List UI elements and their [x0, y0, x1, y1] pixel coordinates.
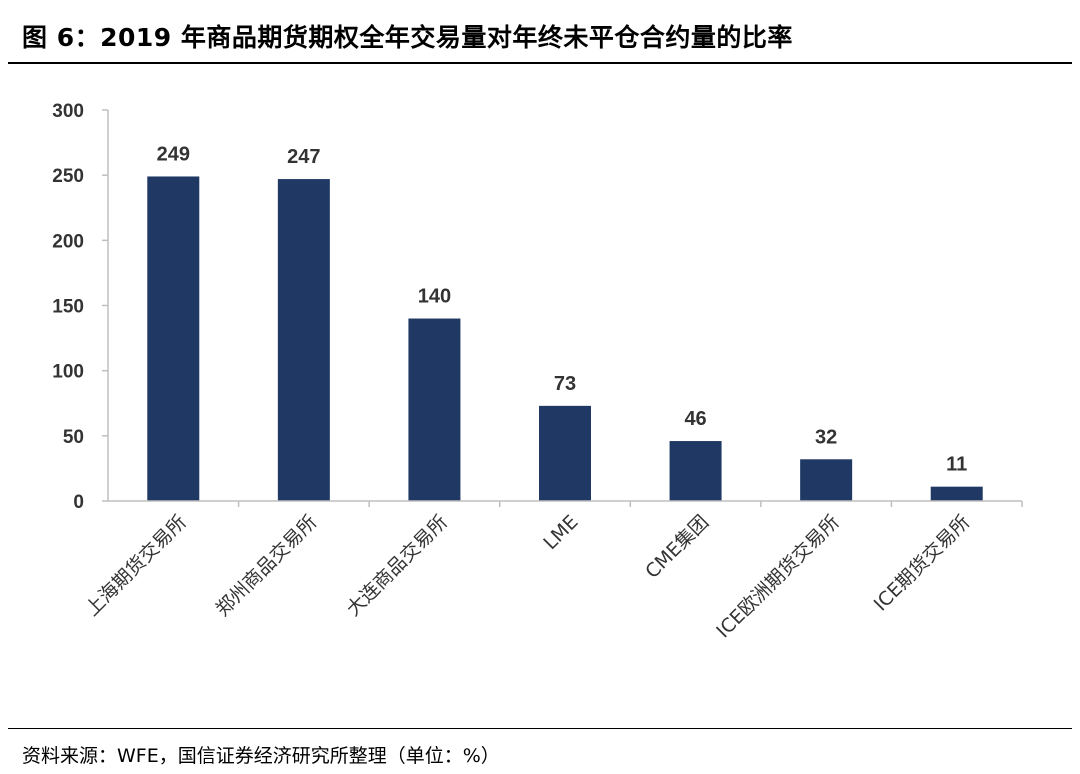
- bar: [539, 405, 591, 501]
- source-rule: [8, 728, 1072, 729]
- x-category-label: 大连商品交易所: [342, 511, 452, 621]
- data-label: 11: [946, 454, 967, 476]
- chart-title: 图 6：2019 年商品期货期权全年交易量对年终未平仓合约量的比率: [22, 23, 793, 52]
- x-category-label: 郑州商品交易所: [212, 511, 322, 621]
- y-tick-label: 0: [73, 492, 84, 513]
- y-tick-label: 50: [63, 427, 84, 448]
- x-category-label: LME: [539, 511, 582, 554]
- y-axis: 0 50 100 150 200 250 300: [52, 101, 109, 513]
- source-note: 资料来源：WFE，国信证券经济研究所整理（单位：%）: [22, 745, 500, 767]
- x-category-label: 上海期货交易所: [81, 511, 191, 621]
- bar: [147, 176, 200, 501]
- data-label: 73: [554, 373, 576, 395]
- y-tick-label: 100: [52, 362, 84, 383]
- y-tick-label: 300: [52, 101, 84, 122]
- bars-group: [147, 176, 983, 501]
- data-labels-group: 249 247 140 73 46 32 11: [157, 143, 968, 475]
- bar: [800, 459, 853, 501]
- data-label: 32: [815, 426, 837, 448]
- data-label: 140: [418, 286, 451, 308]
- data-label: 249: [157, 143, 190, 165]
- x-category-label: ICE欧洲期货交易所: [712, 511, 843, 642]
- y-tick-label: 250: [52, 166, 84, 187]
- data-label: 46: [684, 408, 706, 430]
- y-tick-label: 150: [52, 297, 84, 318]
- bar: [408, 318, 461, 501]
- y-tick-label: 200: [52, 231, 84, 252]
- data-label: 247: [287, 146, 320, 168]
- title-rule: [8, 62, 1072, 64]
- bar: [669, 441, 722, 501]
- bar: [930, 486, 983, 501]
- bar-chart: 0 50 100 150 200 250 300 249 247 140 73 46 32 11 上海期…: [52, 101, 1023, 642]
- x-category-label: CME集团: [641, 511, 713, 583]
- x-category-label: ICE期货交易所: [870, 511, 975, 616]
- bar: [277, 179, 330, 501]
- x-axis: 上海期货交易所 郑州商品交易所 大连商品交易所 LME CME集团 ICE欧洲期货交易所 I…: [81, 500, 1023, 642]
